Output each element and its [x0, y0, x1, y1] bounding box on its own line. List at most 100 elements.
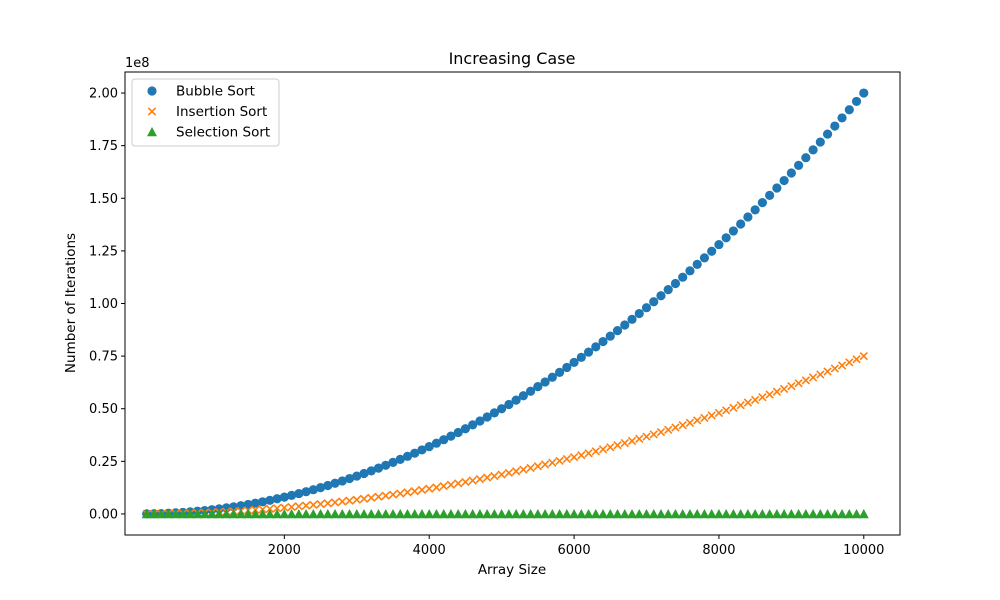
- data-point: [823, 367, 832, 376]
- data-point: [417, 485, 427, 495]
- data-point: [577, 451, 586, 460]
- data-point: [330, 498, 340, 507]
- data-point: [359, 494, 369, 503]
- data-point: [663, 285, 673, 295]
- data-point: [685, 418, 695, 427]
- data-point: [453, 508, 464, 519]
- data-point: [330, 508, 341, 519]
- y-tick-label: 1.25: [89, 244, 118, 259]
- data-point: [765, 390, 774, 399]
- data-point: [359, 468, 369, 479]
- data-point: [641, 303, 652, 313]
- data-point: [540, 508, 551, 519]
- data-point: [663, 508, 674, 519]
- data-point: [482, 508, 493, 519]
- data-point: [693, 416, 702, 425]
- data-point: [684, 508, 695, 519]
- data-point: [772, 183, 782, 193]
- y-axis-scale-label: 1e8: [125, 56, 150, 71]
- legend-label: Selection Sort: [176, 125, 270, 141]
- y-tick-label: 0.50: [89, 402, 118, 417]
- data-point: [859, 351, 868, 361]
- data-point: [612, 508, 623, 519]
- data-point: [635, 434, 644, 443]
- data-point: [323, 499, 332, 508]
- data-point: [280, 503, 289, 512]
- legend-box: [131, 78, 280, 147]
- data-point: [764, 508, 775, 519]
- data-point: [265, 495, 275, 505]
- data-point: [438, 508, 449, 519]
- data-point: [699, 508, 710, 519]
- data-point: [337, 508, 348, 519]
- data-point: [489, 408, 499, 418]
- x-tick-label: 8000: [702, 543, 735, 558]
- data-point: [468, 476, 477, 485]
- data-point: [547, 372, 557, 382]
- data-point: [497, 470, 506, 479]
- data-point: [214, 504, 224, 514]
- data-point: [859, 88, 869, 98]
- data-point: [148, 508, 159, 519]
- series-insertion-sort: [142, 351, 868, 519]
- data-point: [851, 96, 862, 107]
- data-point: [439, 435, 449, 445]
- data-point: [417, 445, 427, 455]
- data-point: [800, 508, 811, 519]
- data-point: [772, 387, 782, 396]
- data-point: [265, 504, 275, 514]
- data-point: [837, 508, 848, 519]
- data-point: [446, 431, 456, 441]
- data-point: [844, 105, 854, 115]
- data-point: [439, 481, 448, 491]
- data-point: [598, 336, 608, 347]
- data-point: [250, 498, 260, 508]
- data-point: [381, 460, 391, 470]
- data-point: [446, 480, 456, 489]
- data-point: [163, 508, 174, 519]
- data-point: [460, 424, 471, 434]
- data-point: [561, 508, 572, 519]
- data-point: [344, 508, 355, 519]
- data-point: [801, 376, 811, 385]
- y-tick-label: 1.00: [89, 297, 118, 312]
- data-point: [590, 508, 601, 519]
- data-point: [337, 476, 347, 486]
- data-point: [692, 508, 703, 519]
- data-point: [482, 412, 492, 422]
- data-point: [619, 508, 630, 519]
- data-point: [634, 308, 644, 319]
- data-point: [713, 508, 724, 519]
- data-point: [315, 508, 326, 519]
- data-point: [649, 430, 658, 439]
- y-tick-label: 0.75: [89, 350, 118, 365]
- data-point: [728, 226, 739, 236]
- data-point: [699, 253, 710, 263]
- data-point: [460, 508, 471, 519]
- data-point: [787, 381, 796, 391]
- plot-background: [125, 72, 900, 535]
- data-point: [345, 496, 354, 505]
- data-point: [286, 508, 297, 519]
- data-point: [786, 168, 796, 178]
- data-point: [431, 508, 442, 519]
- data-point: [547, 508, 558, 519]
- data-point: [706, 508, 717, 519]
- data-point: [272, 508, 283, 519]
- data-point: [779, 384, 789, 394]
- data-point: [671, 423, 680, 432]
- data-point: [453, 427, 463, 438]
- y-tick-label: 1.75: [89, 139, 118, 154]
- data-point: [700, 413, 709, 423]
- data-point: [504, 399, 514, 410]
- data-point: [206, 508, 217, 519]
- data-point: [338, 497, 347, 506]
- data-point: [729, 403, 738, 412]
- data-point: [526, 463, 535, 473]
- data-point: [410, 486, 419, 496]
- data-point: [474, 508, 485, 519]
- data-point: [540, 460, 550, 469]
- data-point: [489, 508, 500, 519]
- data-point: [504, 468, 514, 478]
- data-point: [250, 508, 261, 519]
